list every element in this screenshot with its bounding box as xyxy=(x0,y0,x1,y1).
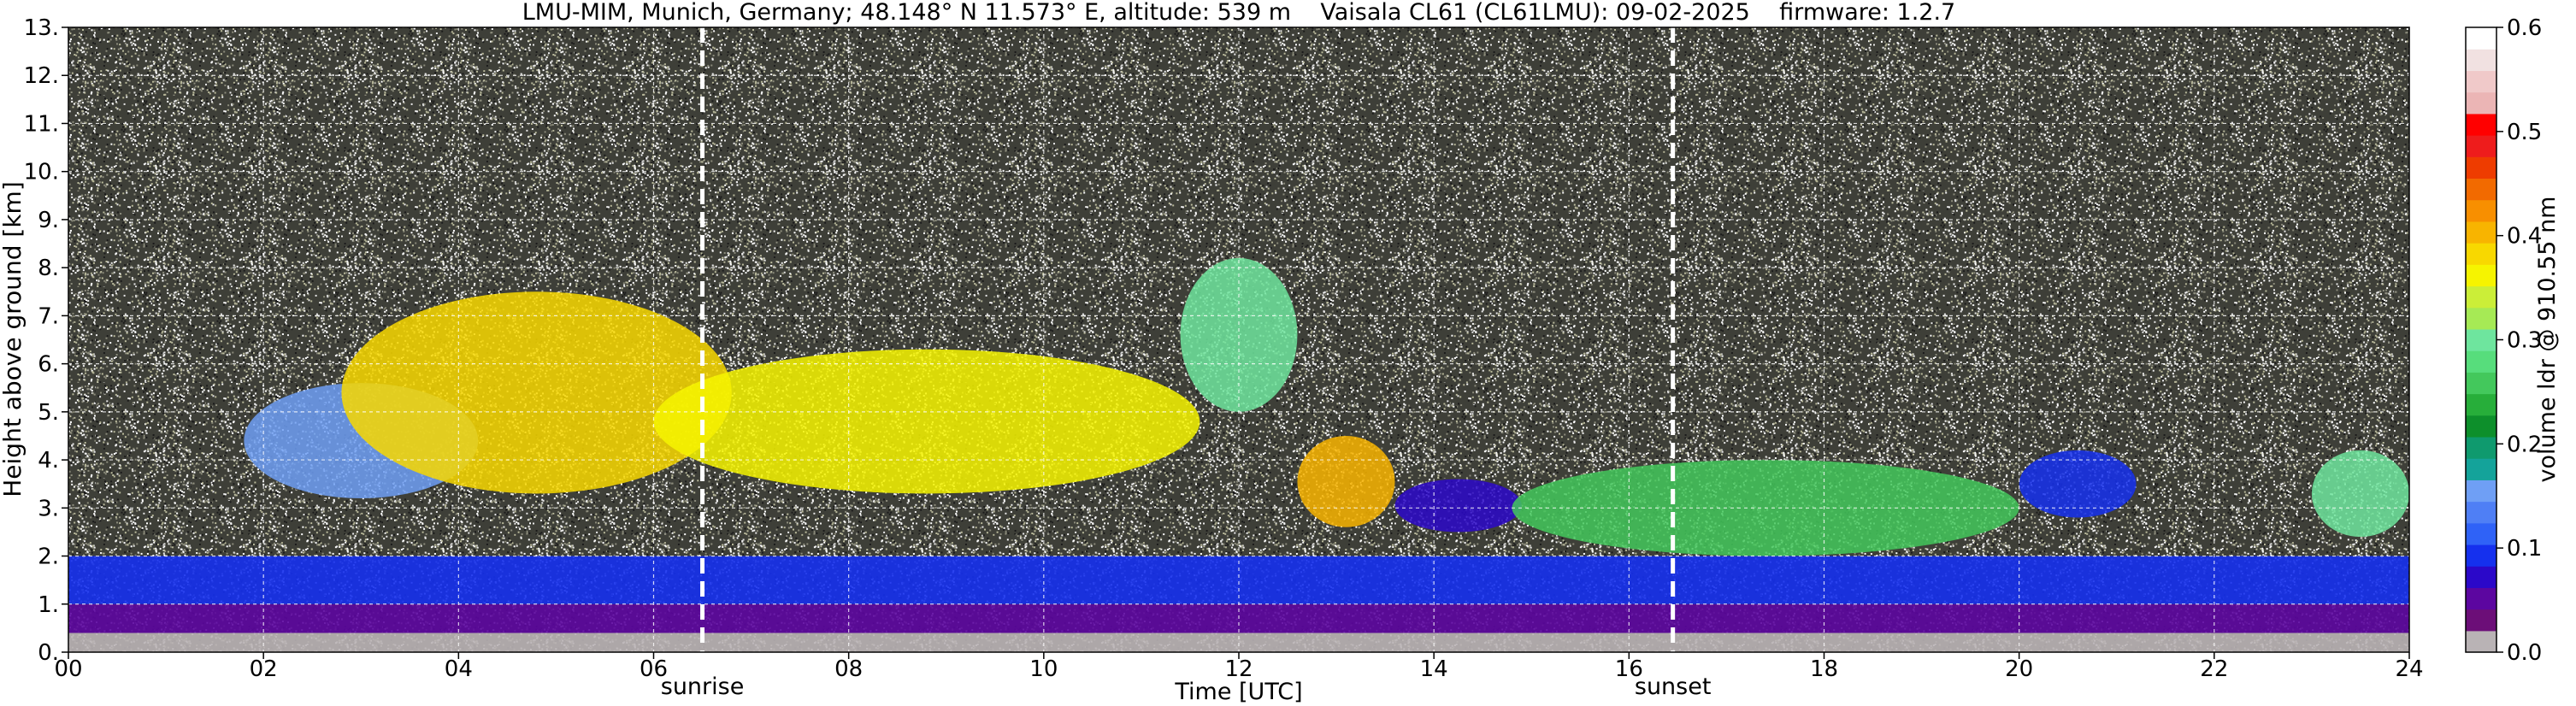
colorbar-segment xyxy=(2466,285,2496,309)
cloud-patch xyxy=(2019,450,2137,518)
colorbar-tick-label: 0.0 xyxy=(2507,640,2542,666)
x-axis: 00 02 04 06 08 10 12 14 16 18 20 22 24 xyxy=(54,652,2424,682)
cloud-patch xyxy=(1297,435,1395,527)
colorbar-segment xyxy=(2466,70,2496,93)
colorbar-segment xyxy=(2466,307,2496,330)
colorbar-segment xyxy=(2466,135,2496,157)
colorbar-segment xyxy=(2466,609,2496,632)
colorbar-segment xyxy=(2466,243,2496,265)
colorbar-segment xyxy=(2466,566,2496,588)
x-tick-label: 08 xyxy=(834,656,863,682)
x-axis-label: Time [UTC] xyxy=(1174,679,1302,705)
cloud-patch xyxy=(653,349,1200,494)
colorbar-segment xyxy=(2466,630,2496,653)
y-axis: 0. 1. 2. 3. 4. 5. 6. 7. 8. 9. 10. 11. 12. 13. xyxy=(24,15,68,666)
y-tick-label: 12. xyxy=(24,63,59,89)
sun-marker-label: sunrise xyxy=(661,674,745,700)
colorbar-segment xyxy=(2466,199,2496,222)
y-tick-label: 11. xyxy=(24,111,59,137)
colorbar-segment xyxy=(2466,458,2496,480)
colorbar-segment xyxy=(2466,221,2496,244)
y-tick-label: 13. xyxy=(24,15,59,41)
colorbar-tick-label: 0.5 xyxy=(2507,120,2542,145)
colorbar-segment xyxy=(2466,27,2496,50)
colorbar-segment xyxy=(2466,393,2496,416)
colorbar-tick-label: 0.1 xyxy=(2507,536,2542,562)
chart-title: LMU-MIM, Munich, Germany; 48.148° N 11.5… xyxy=(522,0,1956,26)
x-tick-label: 10 xyxy=(1029,656,1058,682)
y-tick-label: 0. xyxy=(38,640,59,666)
colorbar: 0.0 0.1 0.2 0.3 0.4 0.5 0.6 xyxy=(2465,15,2542,666)
x-tick-label: 02 xyxy=(250,656,278,682)
colorbar-segment xyxy=(2466,544,2496,567)
colorbar-segment xyxy=(2466,113,2496,136)
colorbar-segment xyxy=(2466,264,2496,287)
colorbar-segment xyxy=(2466,372,2496,395)
x-tick-label: 06 xyxy=(640,656,668,682)
colorbar-tick-label: 0.2 xyxy=(2507,432,2542,457)
colorbar-segment xyxy=(2466,178,2496,201)
y-tick-label: 4. xyxy=(38,448,59,474)
x-tick-label: 22 xyxy=(2200,656,2228,682)
colorbar-segment xyxy=(2466,156,2496,179)
x-tick-label: 16 xyxy=(1615,656,1643,682)
colorbar-tick-label: 0.6 xyxy=(2507,15,2542,41)
x-tick-label: 18 xyxy=(1810,656,1838,682)
x-tick-label: 14 xyxy=(1420,656,1448,682)
cloud-patch xyxy=(2311,450,2409,538)
aerosol-layer xyxy=(68,632,2409,652)
colorbar-segment xyxy=(2466,522,2496,545)
cloud-patch xyxy=(341,291,732,494)
y-tick-label: 9. xyxy=(38,208,59,233)
colorbar-label: volume ldr @ 910.55 nm xyxy=(2534,197,2561,483)
colorbar-segment xyxy=(2466,436,2496,459)
y-tick-label: 5. xyxy=(38,400,59,426)
colorbar-segment xyxy=(2466,587,2496,610)
y-tick-label: 6. xyxy=(38,352,59,378)
colorbar-segment xyxy=(2466,350,2496,373)
y-axis-label: Height above ground [km] xyxy=(0,181,27,497)
colorbar-segment xyxy=(2466,415,2496,438)
cloud-patch xyxy=(1180,257,1298,412)
x-tick-label: 04 xyxy=(445,656,473,682)
sun-markers: sunrise sunset xyxy=(661,27,1712,700)
y-tick-label: 1. xyxy=(38,592,59,618)
y-tick-label: 7. xyxy=(38,303,59,329)
y-tick-label: 3. xyxy=(38,496,59,521)
colorbar-tick-label: 0.4 xyxy=(2507,224,2542,250)
colorbar-tick-label: 0.3 xyxy=(2507,328,2542,354)
x-tick-label: 24 xyxy=(2395,656,2423,682)
x-tick-label: 12 xyxy=(1224,656,1253,682)
sun-marker-label: sunset xyxy=(1635,674,1712,700)
y-tick-label: 8. xyxy=(38,256,59,281)
y-tick-label: 2. xyxy=(38,544,59,570)
colorbar-segment xyxy=(2466,49,2496,72)
cloud-patch xyxy=(1394,479,1522,532)
colorbar-segment xyxy=(2466,501,2496,524)
y-tick-label: 10. xyxy=(24,160,59,185)
colorbar-segment xyxy=(2466,328,2496,351)
colorbar-segment xyxy=(2466,479,2496,503)
colorbar-segment xyxy=(2466,91,2496,115)
x-tick-label: 20 xyxy=(2005,656,2033,682)
x-tick-label: 00 xyxy=(54,656,82,682)
